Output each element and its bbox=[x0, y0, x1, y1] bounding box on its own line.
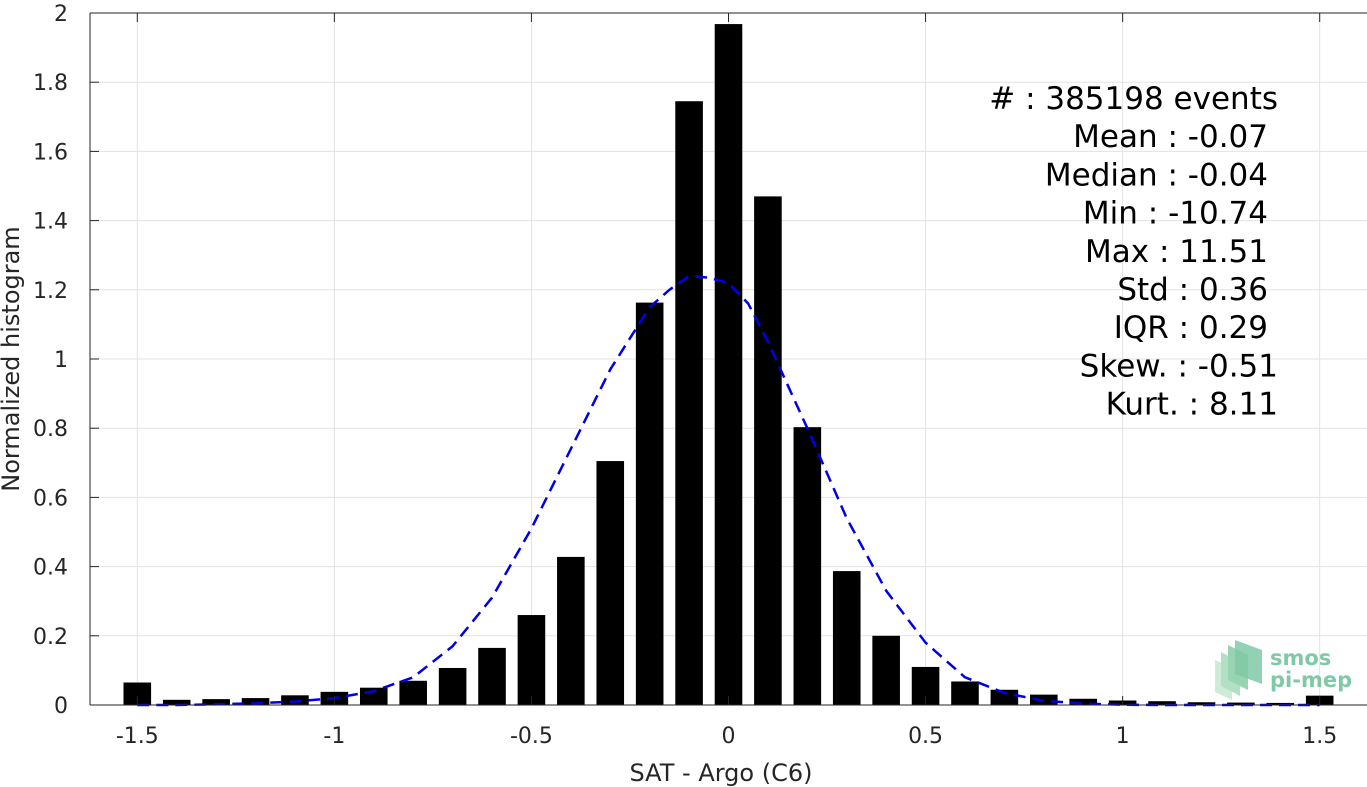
y-tick-label: 0.4 bbox=[33, 556, 68, 581]
y-tick-label: 1.8 bbox=[33, 71, 68, 96]
y-tick-label: 1.4 bbox=[33, 210, 68, 235]
smos-pimep-logo: smos pi-mep bbox=[1215, 640, 1352, 700]
y-tick-label: 0.2 bbox=[33, 625, 68, 650]
x-tick-label: 0.5 bbox=[908, 724, 943, 749]
bar bbox=[1187, 702, 1216, 705]
bar bbox=[1227, 702, 1255, 705]
y-tick-label: 0.8 bbox=[33, 417, 68, 442]
bar bbox=[714, 24, 743, 705]
bar bbox=[951, 681, 979, 705]
bar bbox=[241, 698, 270, 705]
stat-kurt: Kurt. : 8.11 bbox=[1106, 387, 1278, 423]
y-tick-label: 2 bbox=[54, 2, 68, 27]
stat-min: Min : -10.74 bbox=[1083, 196, 1268, 232]
x-tick-labels: -1.5 -1 -0.5 0 0.5 1 1.5 bbox=[116, 724, 1337, 749]
stat-max: Max : 11.51 bbox=[1085, 234, 1268, 270]
y-tick-label: 1.2 bbox=[33, 279, 68, 304]
stat-median: Median : -0.04 bbox=[1045, 157, 1268, 193]
y-tick-label: 0.6 bbox=[33, 486, 68, 511]
x-tick-label: -1 bbox=[323, 724, 345, 749]
bar bbox=[399, 680, 427, 705]
bar bbox=[872, 635, 900, 705]
bar bbox=[438, 667, 467, 705]
bar bbox=[990, 689, 1019, 705]
bar bbox=[557, 556, 585, 705]
bar bbox=[596, 461, 625, 705]
bar bbox=[793, 427, 822, 705]
y-tick-label: 0 bbox=[54, 694, 68, 719]
logo-emblem-icon bbox=[1215, 640, 1262, 700]
y-tick-label: 1.6 bbox=[33, 140, 68, 165]
stat-count: # : 385198 events bbox=[989, 81, 1278, 117]
y-axis-label: Normalized histogram bbox=[0, 226, 25, 491]
bar bbox=[202, 699, 230, 705]
stat-mean: Mean : -0.07 bbox=[1073, 119, 1268, 155]
bar bbox=[1148, 701, 1176, 705]
bar bbox=[1069, 698, 1098, 705]
stat-std: Std : 0.36 bbox=[1117, 272, 1268, 308]
stat-iqr: IQR : 0.29 bbox=[1114, 310, 1268, 346]
bar bbox=[832, 571, 861, 705]
bar bbox=[635, 302, 664, 705]
normal-fit-curve bbox=[137, 274, 1320, 707]
logo-text-pimep: pi-mep bbox=[1270, 668, 1352, 692]
bar bbox=[123, 682, 152, 705]
logo-text-smos: smos bbox=[1270, 646, 1331, 670]
bar bbox=[754, 196, 782, 705]
y-tick-label: 1 bbox=[54, 348, 68, 373]
histogram-bars bbox=[123, 24, 1334, 706]
x-tick-label: 1 bbox=[1116, 724, 1130, 749]
x-axis-label: SAT - Argo (C6) bbox=[630, 759, 813, 787]
x-tick-label: 0 bbox=[722, 724, 736, 749]
axes bbox=[89, 12, 1367, 706]
stat-skew: Skew. : -0.51 bbox=[1080, 348, 1278, 384]
bar bbox=[281, 695, 309, 705]
bar bbox=[675, 101, 703, 706]
bar bbox=[162, 699, 191, 705]
x-tick-label: 1.5 bbox=[1302, 724, 1337, 749]
y-tick-labels: 0 0.2 0.4 0.6 0.8 1 1.2 1.4 1.6 1.8 2 bbox=[33, 2, 68, 719]
x-tick-label: -1.5 bbox=[116, 724, 159, 749]
x-tick-label: -0.5 bbox=[510, 724, 553, 749]
bar bbox=[517, 615, 546, 705]
bar bbox=[478, 647, 506, 705]
